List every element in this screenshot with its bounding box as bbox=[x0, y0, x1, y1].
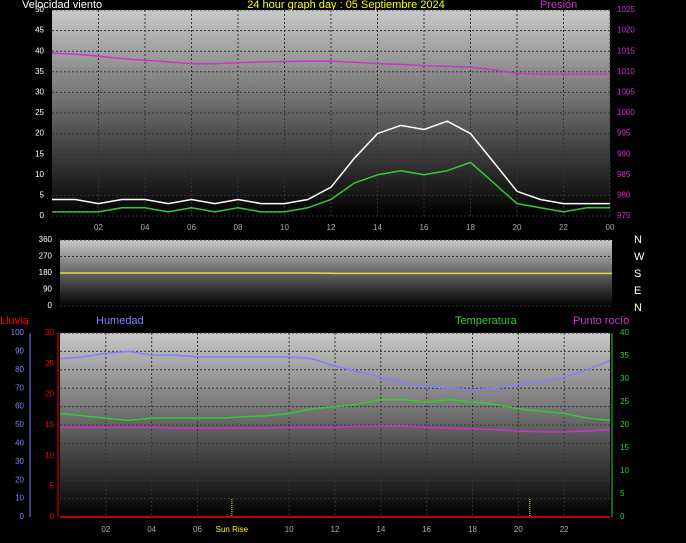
x-tick-label: 08 bbox=[234, 223, 243, 232]
y-tick-label: 90 bbox=[43, 285, 52, 294]
compass-label: S bbox=[634, 268, 641, 280]
x-tick-label: 10 bbox=[285, 525, 294, 534]
y-tick-label: 990 bbox=[617, 149, 631, 158]
y-tick-label: 180 bbox=[39, 268, 53, 277]
y-tick-label: 60 bbox=[15, 402, 24, 411]
y-tick-label: 90 bbox=[15, 347, 24, 356]
y-tick-label: 25 bbox=[35, 108, 44, 117]
y-tick-label: 0 bbox=[48, 301, 53, 310]
axis-label: Velocidad viento bbox=[22, 0, 102, 11]
compass-label: E bbox=[634, 285, 641, 297]
series-line bbox=[59, 398, 611, 422]
plot-area bbox=[52, 10, 610, 216]
y-tick-label: 40 bbox=[620, 328, 629, 337]
y-tick-label: 50 bbox=[15, 420, 24, 429]
y-tick-label: 30 bbox=[620, 374, 629, 383]
axis-label: Punto rocío bbox=[573, 315, 629, 327]
x-tick-label: 14 bbox=[376, 525, 385, 534]
axis-label: Lluvia bbox=[0, 315, 30, 327]
x-tick-label: 12 bbox=[331, 525, 340, 534]
y-tick-label: 40 bbox=[35, 46, 44, 55]
x-tick-label: 20 bbox=[514, 525, 523, 534]
y-tick-label: 0 bbox=[620, 512, 625, 521]
y-tick-label: 10 bbox=[620, 466, 629, 475]
compass-label: W bbox=[634, 251, 645, 263]
y-tick-label: 20 bbox=[45, 389, 54, 398]
y-tick-label: 50 bbox=[35, 5, 44, 14]
series-line bbox=[59, 350, 611, 391]
x-tick-label: 04 bbox=[141, 223, 150, 232]
y-tick-label: 5 bbox=[40, 191, 45, 200]
x-tick-label: 02 bbox=[101, 525, 110, 534]
series-line bbox=[52, 161, 610, 213]
x-tick-label: 22 bbox=[560, 525, 569, 534]
y-tick-label: 100 bbox=[11, 328, 25, 337]
y-tick-label: 20 bbox=[620, 420, 629, 429]
y-tick-label: 20 bbox=[35, 129, 44, 138]
series-line bbox=[52, 120, 610, 205]
y-tick-label: 980 bbox=[617, 191, 631, 200]
compass-label: N bbox=[634, 302, 642, 314]
y-tick-label: 45 bbox=[35, 26, 44, 35]
y-tick-label: 1005 bbox=[617, 88, 635, 97]
y-tick-label: 15 bbox=[35, 149, 44, 158]
y-tick-label: 1010 bbox=[617, 67, 635, 76]
y-tick-label: 0 bbox=[40, 211, 45, 220]
y-tick-label: 1020 bbox=[617, 26, 635, 35]
compass-label: N bbox=[634, 234, 642, 246]
y-tick-label: 35 bbox=[620, 351, 629, 360]
annotation: Sun Rise bbox=[216, 525, 249, 534]
x-tick-label: 18 bbox=[468, 525, 477, 534]
y-tick-label: 30 bbox=[35, 88, 44, 97]
x-tick-label: 20 bbox=[513, 223, 522, 232]
y-tick-label: 0 bbox=[20, 512, 25, 521]
y-tick-label: 15 bbox=[620, 443, 629, 452]
y-tick-label: 80 bbox=[15, 365, 24, 374]
y-tick-label: 70 bbox=[15, 383, 24, 392]
axis-label: 24 hour graph day : 05 Septiembre 2024 bbox=[247, 0, 445, 11]
x-tick-label: 10 bbox=[280, 223, 289, 232]
x-tick-label: 16 bbox=[422, 525, 431, 534]
series-line bbox=[51, 52, 610, 76]
y-tick-label: 360 bbox=[39, 235, 53, 244]
y-tick-label: 975 bbox=[617, 211, 631, 220]
x-tick-label: 06 bbox=[193, 525, 202, 534]
y-tick-label: 25 bbox=[620, 397, 629, 406]
axis-label: Humedad bbox=[96, 315, 144, 327]
y-tick-label: 30 bbox=[45, 328, 54, 337]
y-tick-label: 5 bbox=[620, 489, 625, 498]
y-tick-label: 985 bbox=[617, 170, 631, 179]
y-tick-label: 30 bbox=[15, 457, 24, 466]
y-tick-label: 1025 bbox=[617, 5, 635, 14]
y-tick-label: 995 bbox=[617, 129, 631, 138]
y-tick-label: 270 bbox=[39, 252, 53, 261]
y-tick-label: 20 bbox=[15, 475, 24, 484]
x-tick-label: 16 bbox=[420, 223, 429, 232]
axis-label: Presión bbox=[540, 0, 577, 11]
x-tick-label: 02 bbox=[94, 223, 103, 232]
x-tick-label: 06 bbox=[187, 223, 196, 232]
y-tick-label: 1000 bbox=[617, 108, 635, 117]
series-line bbox=[60, 425, 611, 433]
y-tick-label: 10 bbox=[45, 451, 54, 460]
x-tick-label: 00 bbox=[606, 223, 615, 232]
x-tick-label: 22 bbox=[559, 223, 568, 232]
x-tick-label: 18 bbox=[466, 223, 475, 232]
y-tick-label: 5 bbox=[50, 481, 55, 490]
y-tick-label: 25 bbox=[45, 359, 54, 368]
x-tick-label: 12 bbox=[327, 223, 336, 232]
y-tick-label: 40 bbox=[15, 439, 24, 448]
y-tick-label: 35 bbox=[35, 67, 44, 76]
y-tick-label: 10 bbox=[15, 494, 24, 503]
y-tick-label: 10 bbox=[35, 170, 44, 179]
y-tick-label: 15 bbox=[45, 420, 54, 429]
x-tick-label: 14 bbox=[373, 223, 382, 232]
y-tick-label: 0 bbox=[50, 512, 55, 521]
x-tick-label: 04 bbox=[147, 525, 156, 534]
y-tick-label: 1015 bbox=[617, 46, 635, 55]
axis-label: Temperatura bbox=[455, 315, 518, 327]
